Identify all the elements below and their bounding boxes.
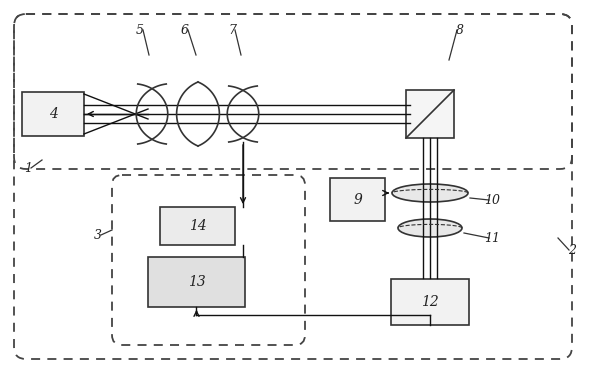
Text: 14: 14	[188, 219, 206, 233]
Bar	[330, 178, 385, 221]
Text: 6: 6	[181, 24, 189, 37]
Ellipse shape	[392, 184, 468, 202]
Bar	[148, 257, 245, 307]
Bar	[406, 90, 454, 138]
Text: 2: 2	[568, 244, 576, 256]
Bar	[391, 279, 469, 325]
Text: 8: 8	[456, 24, 464, 37]
Text: 13: 13	[188, 275, 206, 289]
Text: 10: 10	[484, 193, 500, 207]
Text: 12: 12	[421, 295, 439, 309]
Text: 7: 7	[228, 24, 236, 37]
Text: 11: 11	[484, 231, 500, 245]
Bar	[160, 207, 235, 245]
Text: 9: 9	[353, 193, 362, 207]
Text: 5: 5	[136, 24, 144, 37]
Ellipse shape	[398, 219, 462, 237]
Bar	[22, 92, 84, 136]
Text: 3: 3	[94, 228, 102, 241]
Text: 4: 4	[48, 107, 58, 121]
Text: 1: 1	[24, 162, 32, 175]
